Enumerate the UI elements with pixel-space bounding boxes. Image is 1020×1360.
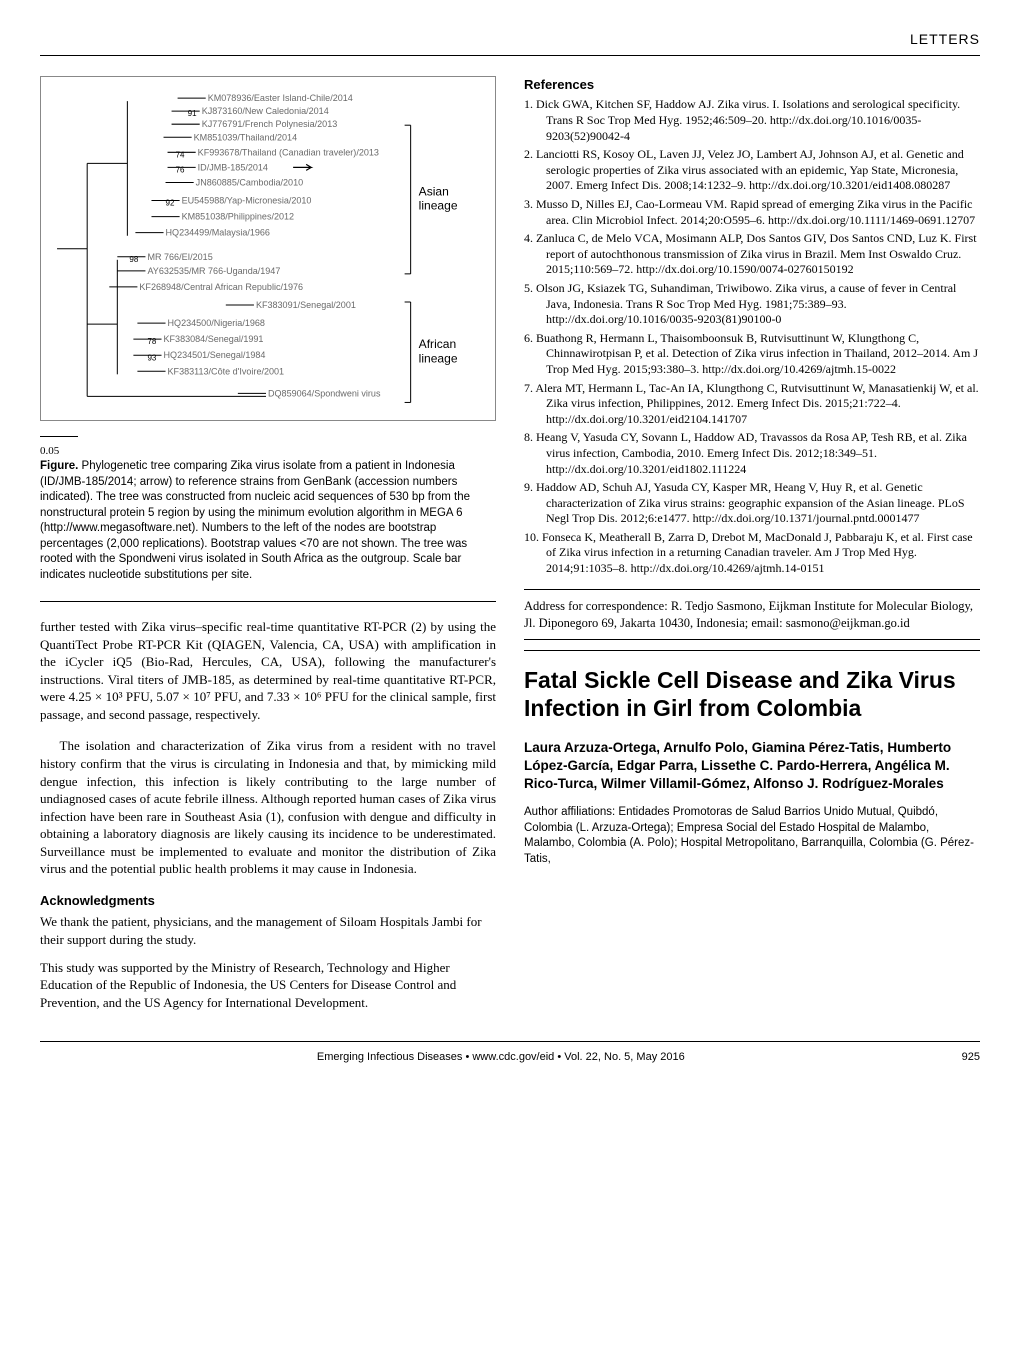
article-title: Fatal Sickle Cell Disease and Zika Virus… xyxy=(524,667,980,722)
svg-text:DQ859064/Spondweni virus: DQ859064/Spondweni virus xyxy=(268,388,381,398)
scale-bar: 0.05 xyxy=(40,429,496,459)
svg-text:78: 78 xyxy=(147,337,156,346)
svg-text:MR 766/EI/2015: MR 766/EI/2015 xyxy=(147,252,212,262)
reference-item: 10. Fonseca K, Meatherall B, Zarra D, Dr… xyxy=(524,530,980,577)
ack-heading: Acknowledgments xyxy=(40,892,496,910)
divider xyxy=(524,650,980,651)
svg-text:74: 74 xyxy=(176,150,185,159)
reference-item: 8. Heang V, Yasuda CY, Sovann L, Haddow … xyxy=(524,430,980,477)
svg-text:African: African xyxy=(419,337,457,351)
reference-item: 3. Musso D, Nilles EJ, Cao-Lormeau VM. R… xyxy=(524,197,980,228)
svg-text:AY632535/MR 766-Uganda/1947: AY632535/MR 766-Uganda/1947 xyxy=(147,266,280,276)
section-header: LETTERS xyxy=(40,30,980,56)
article-authors: Laura Arzuza-Ortega, Arnulfo Polo, Giami… xyxy=(524,739,980,794)
figure-caption: Figure. Phylogenetic tree comparing Zika… xyxy=(40,459,496,583)
svg-text:EU545988/Yap-Micronesia/2010: EU545988/Yap-Micronesia/2010 xyxy=(182,195,312,205)
phylo-figure: KM078936/Easter Island-Chile/2014 KJ87316… xyxy=(40,76,496,422)
phylo-tree-svg: KM078936/Easter Island-Chile/2014 KJ87316… xyxy=(47,83,489,415)
ack-p2: This study was supported by the Ministry… xyxy=(40,959,496,1012)
svg-text:lineage: lineage xyxy=(419,351,458,365)
references-heading: References xyxy=(524,76,980,94)
svg-text:KF383091/Senegal/2001: KF383091/Senegal/2001 xyxy=(256,300,356,310)
svg-text:KM851039/Thailand/2014: KM851039/Thailand/2014 xyxy=(194,132,297,142)
references-list: 1. Dick GWA, Kitchen SF, Haddow AJ. Zika… xyxy=(524,97,980,576)
svg-text:KF383084/Senegal/1991: KF383084/Senegal/1991 xyxy=(164,334,264,344)
footer-text: Emerging Infectious Diseases • www.cdc.g… xyxy=(317,1051,685,1063)
page-number: 925 xyxy=(962,1050,980,1065)
svg-text:KM851038/Philippines/2012: KM851038/Philippines/2012 xyxy=(182,212,294,222)
svg-text:KF268948/Central African Repub: KF268948/Central African Republic/1976 xyxy=(139,282,303,292)
svg-text:KJ873160/New Caledonia/2014: KJ873160/New Caledonia/2014 xyxy=(202,106,329,116)
reference-item: 4. Zanluca C, de Melo VCA, Mosimann ALP,… xyxy=(524,231,980,278)
svg-text:93: 93 xyxy=(147,353,156,362)
figure-label: Figure. xyxy=(40,460,78,472)
reference-item: 2. Lanciotti RS, Kosoy OL, Laven JJ, Vel… xyxy=(524,147,980,194)
reference-item: 5. Olson JG, Ksiazek TG, Suhandiman, Tri… xyxy=(524,281,980,328)
svg-text:ID/JMB-185/2014: ID/JMB-185/2014 xyxy=(198,162,268,172)
ack-p1: We thank the patient, physicians, and th… xyxy=(40,913,496,948)
svg-text:Asian: Asian xyxy=(419,184,449,198)
svg-text:91: 91 xyxy=(188,109,197,118)
reference-item: 1. Dick GWA, Kitchen SF, Haddow AJ. Zika… xyxy=(524,97,980,144)
svg-text:KM078936/Easter Island-Chile/2: KM078936/Easter Island-Chile/2014 xyxy=(208,93,353,103)
svg-text:76: 76 xyxy=(176,165,185,174)
svg-text:92: 92 xyxy=(166,198,175,207)
left-column: KM078936/Easter Island-Chile/2014 KJ87316… xyxy=(40,76,496,1021)
svg-text:HQ234499/Malaysia/1966: HQ234499/Malaysia/1966 xyxy=(166,228,270,238)
svg-text:lineage: lineage xyxy=(419,198,458,212)
figure-caption-text: Phylogenetic tree comparing Zika virus i… xyxy=(40,460,470,581)
reference-item: 9. Haddow AD, Schuh AJ, Yasuda CY, Kaspe… xyxy=(524,480,980,527)
svg-text:HQ234500/Nigeria/1968: HQ234500/Nigeria/1968 xyxy=(168,318,265,328)
scale-value: 0.05 xyxy=(40,445,59,457)
correspondence-address: Address for correspondence: R. Tedjo Sas… xyxy=(524,589,980,641)
svg-text:JN860885/Cambodia/2010: JN860885/Cambodia/2010 xyxy=(196,177,303,187)
divider xyxy=(40,601,496,602)
page-footer: Emerging Infectious Diseases • www.cdc.g… xyxy=(40,1041,980,1065)
right-column: References 1. Dick GWA, Kitchen SF, Hadd… xyxy=(524,76,980,1021)
reference-item: 7. Alera MT, Hermann L, Tac-An IA, Klung… xyxy=(524,381,980,428)
svg-text:98: 98 xyxy=(129,255,138,264)
svg-text:KJ776791/French Polynesia/2013: KJ776791/French Polynesia/2013 xyxy=(202,119,338,129)
article-affiliations: Author affiliations: Entidades Promotora… xyxy=(524,805,980,867)
svg-text:KF383113/Côte d'Ivoire/2001: KF383113/Côte d'Ivoire/2001 xyxy=(168,366,285,376)
svg-text:KF993678/Thailand (Canadian tr: KF993678/Thailand (Canadian traveler)/20… xyxy=(198,147,379,157)
reference-item: 6. Buathong R, Hermann L, Thaisomboonsuk… xyxy=(524,331,980,378)
body-para-2: The isolation and characterization of Zi… xyxy=(40,737,496,877)
svg-text:HQ234501/Senegal/1984: HQ234501/Senegal/1984 xyxy=(164,350,266,360)
body-para-1: further tested with Zika virus–specific … xyxy=(40,618,496,723)
two-column-layout: KM078936/Easter Island-Chile/2014 KJ87316… xyxy=(40,76,980,1021)
